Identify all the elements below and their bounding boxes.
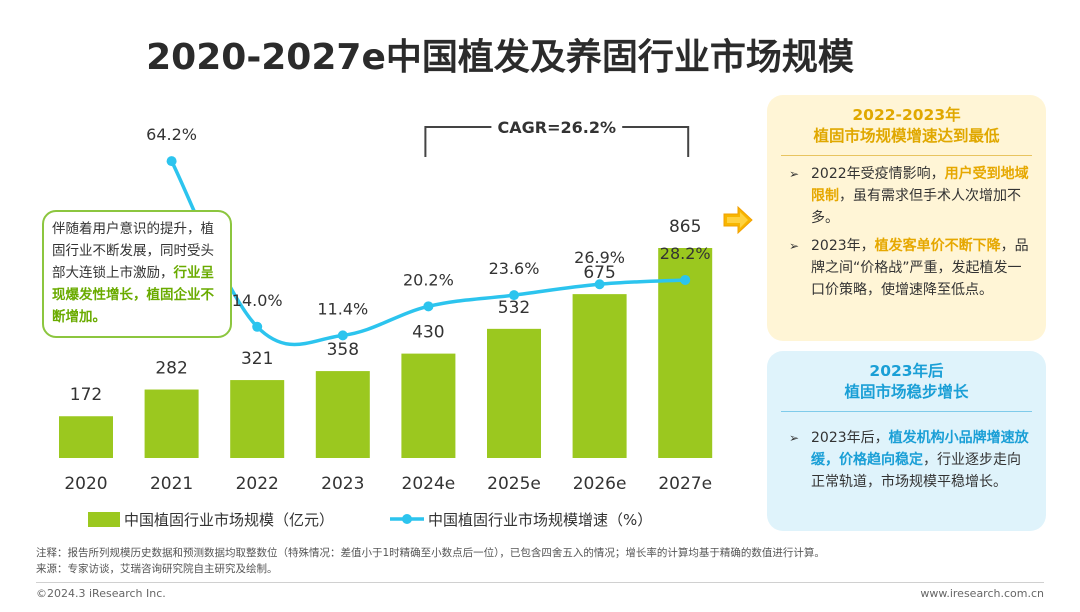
bar — [230, 380, 285, 458]
bullet-text: 2023年， — [811, 238, 875, 254]
growth-point — [423, 301, 434, 312]
bullet-text: ，行业逐步走向正常轨道，市场规模平稳增长。 — [811, 452, 1021, 490]
bar — [572, 294, 627, 458]
bar-value-label: 865 — [669, 217, 701, 237]
source-text: 来源：专家访谈，艾瑞咨询研究院自主研究及绘制。 — [36, 563, 278, 575]
growth-value-label: 64.2% — [146, 125, 197, 144]
arrow-right-icon — [723, 205, 753, 235]
growth-point — [166, 156, 177, 167]
panel-divider — [781, 155, 1032, 156]
panel-title: 2023年后 植固市场稳步增长 — [767, 361, 1046, 403]
bar — [401, 353, 456, 458]
panel-bullet: ➢ 2023年，植发客单价不断下降，品牌之间“价格战”严重，发起植发一口价策略，… — [789, 235, 1034, 301]
panel-bullet: ➢ 2023年后，植发机构小品牌增速放缓，价格趋向稳定，行业逐步走向正常轨道，市… — [789, 427, 1034, 493]
bullet-highlight: 用户受到地域限制 — [811, 166, 1029, 204]
bar-value-label: 321 — [241, 349, 273, 369]
note-text: 注释：报告所列规模历史数据和预测数据均取整数位（特殊情况：差值小于1时精确至小数… — [36, 547, 825, 559]
panel-stable-growth: 2023年后 植固市场稳步增长 ➢ 2023年后，植发机构小品牌增速放缓，价格趋… — [767, 351, 1046, 531]
x-tick-label: 2027e — [658, 474, 712, 494]
x-tick-label: 2025e — [487, 474, 541, 494]
growth-value-label: 28.2% — [660, 244, 711, 263]
bullet-text: 2023年后， — [811, 430, 889, 446]
panel-title-line1: 2023年后 — [869, 362, 944, 380]
cagr-label: CAGR=26.2% — [498, 118, 617, 137]
bar-value-label: 430 — [412, 323, 444, 343]
x-tick-label: 2020 — [64, 474, 107, 494]
callout-text: 伴随着用户意识的提升，植固行业不断发展，同时受头部大连锁上市激励， — [52, 221, 214, 281]
copyright-text: ©2024.3 iResearch Inc. — [36, 587, 166, 600]
bar-value-label: 532 — [498, 298, 530, 318]
growth-value-label: 20.2% — [403, 270, 454, 289]
x-tick-label: 2022 — [236, 474, 279, 494]
legend-bar-swatch — [88, 512, 120, 527]
growth-value-label: 14.0% — [232, 291, 283, 310]
growth-point — [337, 330, 348, 341]
callout-highlight: 行业呈现爆发性增长，植固企业不断增加。 — [52, 265, 214, 325]
growth-point — [594, 279, 605, 290]
growth-point — [252, 321, 263, 332]
bar-value-label: 282 — [155, 359, 187, 379]
bullet-text: 2022年受疫情影响， — [811, 166, 945, 182]
page-title: 2020-2027e中国植发及养固行业市场规模 — [146, 37, 854, 78]
x-tick-label: 2026e — [573, 474, 627, 494]
growth-value-label: 23.6% — [489, 259, 540, 278]
x-tick-label: 2021 — [150, 474, 193, 494]
growth-point — [680, 274, 691, 285]
bar — [487, 328, 541, 458]
bullet-highlight: 植发机构小品牌增速放缓，价格趋向稳定 — [811, 430, 1029, 468]
panel-divider — [781, 411, 1032, 412]
panel-lowest-growth: 2022-2023年 植固市场规模增速达到最低 ➢ 2022年受疫情影响，用户受… — [767, 95, 1046, 341]
bar — [59, 416, 113, 458]
panel-title-line1: 2022-2023年 — [852, 106, 961, 124]
panel-title: 2022-2023年 植固市场规模增速达到最低 — [767, 105, 1046, 147]
bullet-text: ，品牌之间“价格战”严重，发起植发一口价策略，使增速降至低点。 — [811, 238, 1029, 298]
bar — [315, 371, 370, 458]
footer-url: www.iresearch.com.cn — [920, 587, 1044, 600]
cagr-bracket-left — [424, 126, 492, 157]
bullet-text: ，虽有需求但手术人次增加不多。 — [811, 188, 1021, 226]
legend-line-marker — [402, 514, 412, 524]
legend-line-label: 中国植固行业市场规模增速（%） — [428, 511, 652, 529]
growth-point — [509, 290, 519, 301]
x-tick-label: 2024e — [402, 474, 456, 494]
growth-value-label: 11.4% — [317, 299, 368, 318]
cagr-bracket-right — [622, 126, 690, 157]
x-tick-label: 2023 — [321, 474, 364, 494]
growth-callout: 伴随着用户意识的提升，植固行业不断发展，同时受头部大连锁上市激励，行业呈现爆发性… — [42, 210, 232, 338]
bar-value-label: 172 — [70, 385, 102, 405]
bullet-arrow-icon: ➢ — [789, 167, 800, 181]
growth-value-label: 26.9% — [574, 248, 625, 267]
bullet-arrow-icon: ➢ — [789, 431, 800, 445]
bar — [144, 389, 199, 458]
panel-bullet: ➢ 2022年受疫情影响，用户受到地域限制，虽有需求但手术人次增加不多。 — [789, 163, 1034, 229]
market-size-chart: 172 282 321 358 430 532 675 865 2020 2021 2022 202… — [59, 118, 713, 529]
panel-title-line2: 植固市场稳步增长 — [844, 383, 969, 401]
bullet-arrow-icon: ➢ — [789, 239, 800, 253]
bar-value-label: 358 — [327, 340, 359, 360]
panel-title-line2: 植固市场规模增速达到最低 — [813, 127, 1000, 145]
bullet-highlight: 植发客单价不断下降 — [874, 238, 1001, 254]
footer-divider — [36, 582, 1044, 583]
bar-value-label: 675 — [583, 263, 615, 283]
legend-bar-label: 中国植固行业市场规模（亿元） — [124, 511, 334, 529]
